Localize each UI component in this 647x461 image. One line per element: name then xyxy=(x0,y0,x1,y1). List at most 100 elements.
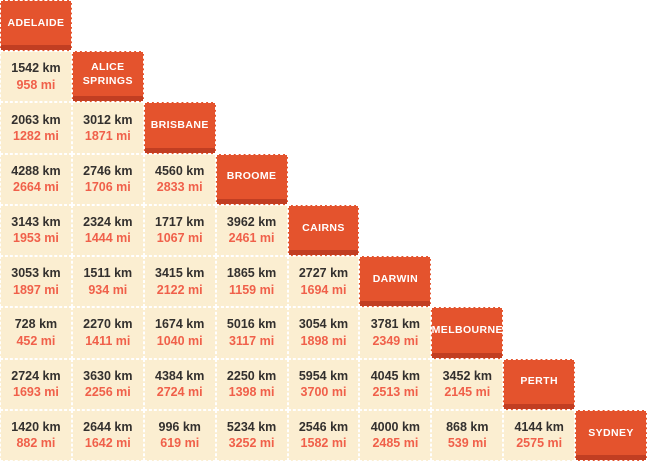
city-name: DARWIN xyxy=(372,272,419,285)
empty-cell xyxy=(503,256,576,308)
distance-cell: 868 km 539 mi xyxy=(431,409,504,461)
distance-cell: 2644 km 1642 mi xyxy=(71,409,144,461)
distance-cell: 5016 km 3117 mi xyxy=(215,307,288,359)
distance-mi: 3117 mi xyxy=(229,333,275,348)
empty-cell xyxy=(143,0,216,52)
city-header-adelaide: ADELAIDE xyxy=(0,0,72,52)
empty-cell xyxy=(287,102,360,154)
empty-cell xyxy=(71,0,144,52)
distance-cell: 3012 km 1871 mi xyxy=(71,102,144,154)
distance-mi: 2349 mi xyxy=(372,333,419,348)
empty-cell xyxy=(431,51,504,103)
distance-km: 2746 km xyxy=(83,163,133,178)
empty-cell xyxy=(431,204,504,257)
distance-km: 1511 km xyxy=(83,266,133,281)
distance-cell: 3415 km 2122 mi xyxy=(143,256,216,308)
distance-km: 1674 km xyxy=(155,317,205,332)
distance-mi: 2145 mi xyxy=(444,385,491,400)
distance-cell: 5954 km 3700 mi xyxy=(287,358,360,410)
empty-cell xyxy=(431,0,504,52)
city-name: MELBOURNE xyxy=(431,324,503,337)
distance-mi: 2833 mi xyxy=(156,180,203,195)
distance-mi: 2256 mi xyxy=(84,385,131,400)
distance-mi: 1282 mi xyxy=(13,129,59,144)
distance-cell: 2727 km 1694 mi xyxy=(287,256,360,308)
city-name: PERTH xyxy=(520,375,558,388)
distance-km: 2324 km xyxy=(83,214,133,229)
distance-cell: 2546 km 1582 mi xyxy=(287,409,360,461)
distance-cell: 1865 km 1159 mi xyxy=(215,256,288,308)
distance-km: 4560 km xyxy=(155,163,205,178)
distance-mi: 539 mi xyxy=(447,436,487,451)
distance-km: 3415 km xyxy=(155,266,205,281)
empty-cell xyxy=(143,51,216,103)
distance-km: 4384 km xyxy=(155,368,205,383)
distance-km: 4000 km xyxy=(370,419,421,434)
empty-cell xyxy=(575,256,647,308)
empty-cell xyxy=(503,204,576,257)
empty-cell xyxy=(575,102,647,154)
distance-mi: 2461 mi xyxy=(228,231,275,246)
distance-cell: 2724 km 1693 mi xyxy=(0,358,72,410)
empty-cell xyxy=(575,0,647,52)
distance-km: 2546 km xyxy=(298,419,349,434)
distance-km: 3452 km xyxy=(442,368,492,383)
distance-km: 3630 km xyxy=(83,368,133,383)
distance-cell: 4560 km 2833 mi xyxy=(143,153,216,205)
distance-cell: 3962 km 2461 mi xyxy=(215,204,288,257)
distance-cell: 728 km 452 mi xyxy=(0,307,72,359)
empty-cell xyxy=(359,204,432,257)
distance-km: 996 km xyxy=(158,419,201,434)
distance-mi: 2664 mi xyxy=(13,180,59,195)
empty-cell xyxy=(359,0,432,52)
distance-cell: 4000 km 2485 mi xyxy=(359,409,432,461)
empty-cell xyxy=(359,153,432,205)
distance-km: 3781 km xyxy=(370,317,421,332)
empty-cell xyxy=(215,51,288,103)
empty-cell xyxy=(359,51,432,103)
distance-cell: 4288 km 2664 mi xyxy=(0,153,72,205)
distance-km: 2724 km xyxy=(11,368,61,383)
empty-cell xyxy=(503,307,576,359)
empty-cell xyxy=(575,51,647,103)
distance-mi: 2513 mi xyxy=(372,385,419,400)
distance-mi: 1411 mi xyxy=(85,333,131,348)
distance-km: 3962 km xyxy=(226,214,277,229)
distance-km: 2727 km xyxy=(298,266,349,281)
distance-mi: 1398 mi xyxy=(228,385,275,400)
distance-cell: 3452 km 2145 mi xyxy=(431,358,504,410)
distance-cell: 2250 km 1398 mi xyxy=(215,358,288,410)
distance-cell: 1420 km 882 mi xyxy=(0,409,72,461)
city-header-darwin: DARWIN xyxy=(359,256,432,308)
empty-cell xyxy=(287,153,360,205)
empty-cell xyxy=(503,153,576,205)
distance-km: 728 km xyxy=(14,317,58,332)
empty-cell xyxy=(503,102,576,154)
city-header-broome: BROOME xyxy=(215,153,288,205)
distance-cell: 996 km 619 mi xyxy=(143,409,216,461)
distance-mi: 2575 mi xyxy=(516,436,563,451)
distance-mi: 1444 mi xyxy=(84,231,131,246)
distance-km: 1717 km xyxy=(155,214,205,229)
distance-km: 4288 km xyxy=(11,163,61,178)
distance-cell: 2270 km 1411 mi xyxy=(71,307,144,359)
distance-mi: 1159 mi xyxy=(229,282,275,297)
distance-cell: 1717 km 1067 mi xyxy=(143,204,216,257)
empty-cell xyxy=(575,358,647,410)
distance-km: 4144 km xyxy=(514,419,564,434)
distance-km: 2063 km xyxy=(11,112,61,127)
city-header-melbourne: MELBOURNE xyxy=(431,307,504,359)
distance-km: 3054 km xyxy=(298,317,349,332)
distance-km: 2644 km xyxy=(83,419,133,434)
empty-cell xyxy=(431,256,504,308)
distance-mi: 452 mi xyxy=(16,333,56,348)
distance-cell: 4045 km 2513 mi xyxy=(359,358,432,410)
empty-cell xyxy=(359,102,432,154)
distance-mi: 1706 mi xyxy=(84,180,131,195)
empty-cell xyxy=(287,51,360,103)
distance-mi: 958 mi xyxy=(16,77,56,92)
distance-mi: 1953 mi xyxy=(13,231,59,246)
city-header-brisbane: BRISBANE xyxy=(143,102,216,154)
empty-cell xyxy=(215,0,288,52)
distance-mi: 1642 mi xyxy=(84,436,131,451)
